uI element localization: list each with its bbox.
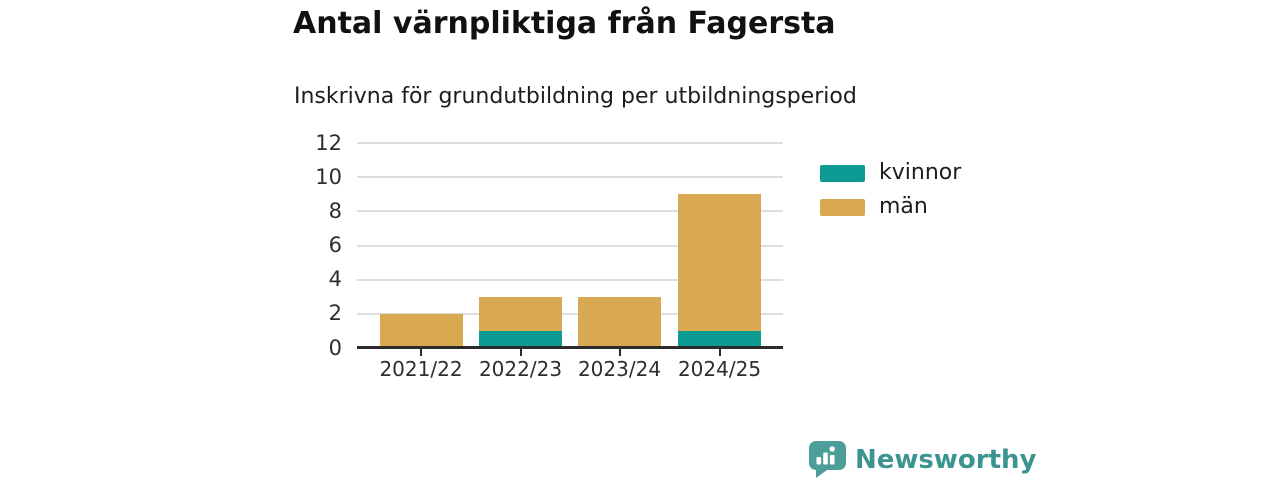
y-tick-label-8: 8 bbox=[328, 198, 342, 223]
bar-segment-män-2024/25 bbox=[678, 194, 761, 331]
newsworthy-wordmark: Newsworthy bbox=[855, 444, 1037, 475]
chart-title: Antal värnpliktiga från Fagersta bbox=[293, 6, 836, 41]
y-tick-label-10: 10 bbox=[315, 164, 342, 189]
bar-segment-kvinnor-2024/25 bbox=[678, 330, 761, 348]
x-axis-tick-2024/25 bbox=[718, 349, 721, 356]
newsworthy-logo[interactable]: Newsworthy bbox=[808, 441, 1036, 478]
gridline-y-4 bbox=[357, 278, 783, 281]
gridline-y-10 bbox=[357, 176, 783, 179]
x-tick-label-2022/23: 2022/23 bbox=[478, 357, 563, 381]
legend-label-kvinnor: kvinnor bbox=[879, 160, 962, 185]
y-tick-label-2: 2 bbox=[328, 301, 342, 326]
legend-label-man: män bbox=[879, 194, 928, 219]
y-tick-label-4: 4 bbox=[328, 267, 342, 292]
newsworthy-speech-bubble-icon bbox=[809, 441, 846, 478]
gridline-y-6 bbox=[357, 244, 783, 247]
legend-swatch-man bbox=[820, 198, 865, 216]
bar-segment-män-2022/23 bbox=[479, 296, 562, 331]
legend-item-kvinnor: kvinnor bbox=[820, 162, 961, 184]
bar-segment-män-2021/22 bbox=[379, 313, 463, 348]
y-tick-label-6: 6 bbox=[328, 233, 342, 257]
gridline-y-12 bbox=[357, 142, 783, 144]
x-tick-label-2024/25: 2024/25 bbox=[677, 357, 762, 381]
x-axis-tick-2023/24 bbox=[618, 349, 621, 356]
x-axis-line bbox=[357, 346, 783, 349]
legend-swatch-kvinnor bbox=[820, 164, 865, 182]
legend: kvinnor män bbox=[820, 162, 961, 218]
bar-segment-män-2023/24 bbox=[578, 296, 661, 348]
x-axis-tick-2021/22 bbox=[420, 349, 422, 356]
bar-segment-kvinnor-2022/23 bbox=[479, 330, 562, 348]
x-tick-label-2023/24: 2023/24 bbox=[577, 357, 662, 381]
gridline-y-8 bbox=[357, 210, 783, 213]
chart-subtitle: Inskrivna för grundutbildning per utbild… bbox=[294, 84, 857, 109]
y-tick-label-12: 12 bbox=[315, 130, 342, 155]
x-axis-tick-2022/23 bbox=[519, 349, 522, 356]
y-tick-label-0: 0 bbox=[328, 335, 342, 360]
x-tick-label-2021/22: 2021/22 bbox=[379, 357, 463, 381]
legend-item-man: män bbox=[820, 196, 961, 218]
gridline-y-2 bbox=[357, 312, 783, 315]
